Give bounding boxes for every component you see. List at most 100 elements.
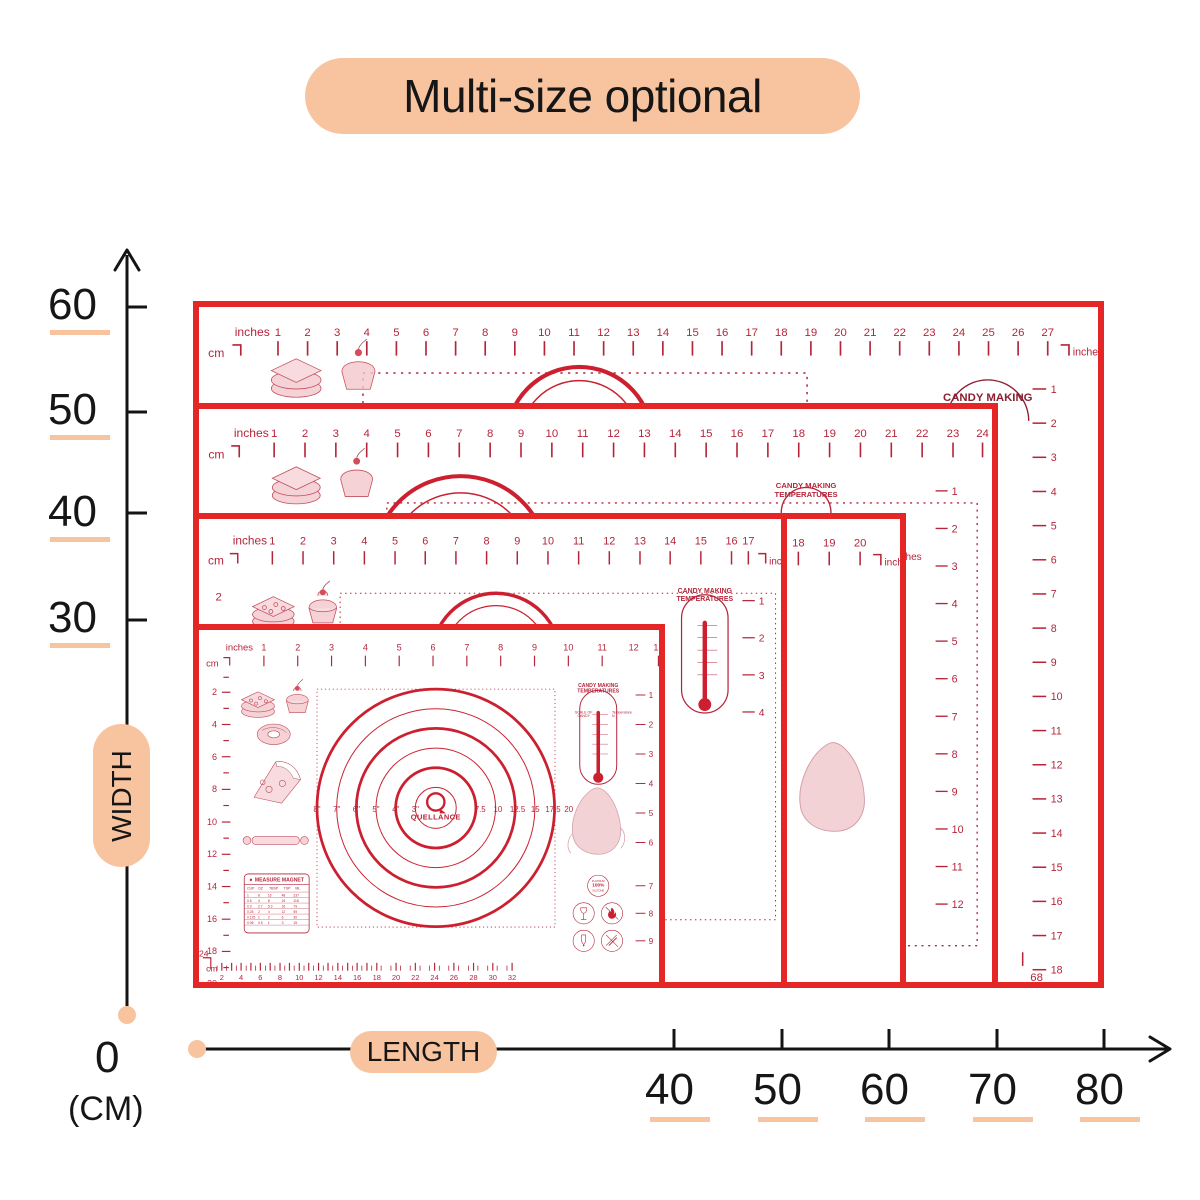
svg-text:28: 28 <box>469 973 477 982</box>
svg-text:Temperature: Temperature <box>612 710 632 714</box>
svg-text:19: 19 <box>805 327 818 339</box>
svg-text:QUELLANCE: QUELLANCE <box>411 813 461 822</box>
svg-text:2: 2 <box>300 536 306 548</box>
svg-text:24: 24 <box>282 899 286 903</box>
svg-text:237: 237 <box>293 893 299 897</box>
svg-text:CANDY MAKING: CANDY MAKING <box>776 481 837 490</box>
svg-text:8: 8 <box>482 327 488 339</box>
svg-text:0.25: 0.25 <box>247 910 254 914</box>
svg-text:8: 8 <box>952 749 958 761</box>
svg-text:3: 3 <box>333 428 339 440</box>
svg-text:3: 3 <box>282 921 284 925</box>
svg-text:OZ: OZ <box>258 887 264 891</box>
svg-text:18: 18 <box>373 973 381 982</box>
svg-text:10: 10 <box>295 973 303 982</box>
svg-text:19: 19 <box>823 428 836 440</box>
svg-text:2: 2 <box>216 592 222 604</box>
svg-text:13: 13 <box>638 428 651 440</box>
svg-text:16: 16 <box>731 428 744 440</box>
svg-text:5: 5 <box>649 809 654 818</box>
svg-text:19: 19 <box>823 537 836 549</box>
svg-text:4: 4 <box>268 910 270 914</box>
svg-text:15: 15 <box>695 536 707 548</box>
svg-text:4: 4 <box>1051 486 1057 498</box>
svg-text:6: 6 <box>425 428 431 440</box>
svg-text:15: 15 <box>686 327 699 339</box>
svg-text:2: 2 <box>302 428 308 440</box>
svg-text:11: 11 <box>577 428 589 440</box>
svg-text:7": 7" <box>333 805 340 814</box>
svg-text:1: 1 <box>269 536 275 548</box>
svg-text:8: 8 <box>258 893 260 897</box>
svg-text:17.5: 17.5 <box>545 805 561 814</box>
svg-text:18: 18 <box>1051 965 1063 977</box>
svg-text:4: 4 <box>364 327 370 339</box>
svg-text:14: 14 <box>664 536 676 548</box>
svg-text:1: 1 <box>1051 384 1057 396</box>
svg-text:22: 22 <box>916 428 929 440</box>
svg-text:4: 4 <box>952 599 958 611</box>
svg-text:cm: cm <box>206 963 218 973</box>
svg-text:4: 4 <box>649 780 654 789</box>
svg-text:8: 8 <box>1051 623 1057 635</box>
svg-text:11: 11 <box>1051 725 1062 737</box>
svg-text:6": 6" <box>353 805 360 814</box>
svg-text:17: 17 <box>762 428 775 440</box>
svg-text:3: 3 <box>329 643 334 653</box>
svg-text:14: 14 <box>657 327 670 339</box>
svg-text:27: 27 <box>1041 327 1054 339</box>
svg-text:17: 17 <box>745 327 758 339</box>
svg-text:100%: 100% <box>592 883 605 889</box>
svg-text:SILICONE: SILICONE <box>592 889 604 893</box>
svg-text:4: 4 <box>759 708 765 719</box>
svg-text:20: 20 <box>854 537 867 549</box>
svg-text:cm: cm <box>206 658 219 669</box>
svg-text:17: 17 <box>742 536 754 548</box>
svg-text:5: 5 <box>392 536 398 548</box>
svg-text:22: 22 <box>411 973 419 982</box>
svg-text:9: 9 <box>649 937 654 946</box>
svg-text:4: 4 <box>258 899 260 903</box>
svg-text:18: 18 <box>792 428 805 440</box>
svg-text:24: 24 <box>953 327 966 339</box>
svg-text:8: 8 <box>484 536 490 548</box>
svg-text:9: 9 <box>952 786 958 798</box>
svg-text:6: 6 <box>649 839 654 848</box>
svg-text:24: 24 <box>976 428 989 440</box>
svg-text:2.7: 2.7 <box>258 904 263 908</box>
svg-text:4: 4 <box>239 973 243 982</box>
svg-text:TSP: TSP <box>284 887 292 891</box>
svg-text:11: 11 <box>597 643 606 653</box>
svg-text:1: 1 <box>649 691 654 700</box>
svg-text:15: 15 <box>293 921 297 925</box>
svg-text:0.5: 0.5 <box>247 899 252 903</box>
svg-text:TEMPERATURES: TEMPERATURES <box>577 689 620 695</box>
svg-text:18: 18 <box>792 537 805 549</box>
svg-text:6: 6 <box>258 973 262 982</box>
svg-text:4: 4 <box>363 643 368 653</box>
svg-text:10: 10 <box>538 327 551 339</box>
svg-text:7.5: 7.5 <box>475 805 487 814</box>
svg-text:8: 8 <box>278 973 282 982</box>
svg-text:4": 4" <box>392 805 399 814</box>
svg-text:8: 8 <box>487 428 493 440</box>
svg-text:1: 1 <box>261 643 266 653</box>
svg-text:22: 22 <box>893 327 906 339</box>
svg-text:5: 5 <box>394 428 400 440</box>
svg-text:5.3: 5.3 <box>268 904 273 908</box>
svg-text:16: 16 <box>353 973 361 982</box>
svg-text:13: 13 <box>1051 794 1063 806</box>
svg-text:13: 13 <box>634 536 646 548</box>
svg-text:9: 9 <box>532 643 537 653</box>
svg-text:8: 8 <box>649 909 654 918</box>
svg-text:21: 21 <box>885 428 898 440</box>
svg-text:0.5: 0.5 <box>258 921 263 925</box>
svg-text:7: 7 <box>452 327 458 339</box>
svg-text:16: 16 <box>207 914 217 924</box>
svg-text:13: 13 <box>653 643 663 653</box>
svg-text:ML: ML <box>295 887 300 891</box>
svg-text:18: 18 <box>775 327 788 339</box>
svg-text:20: 20 <box>834 327 847 339</box>
svg-text:79: 79 <box>293 904 297 908</box>
svg-text:16: 16 <box>282 904 286 908</box>
